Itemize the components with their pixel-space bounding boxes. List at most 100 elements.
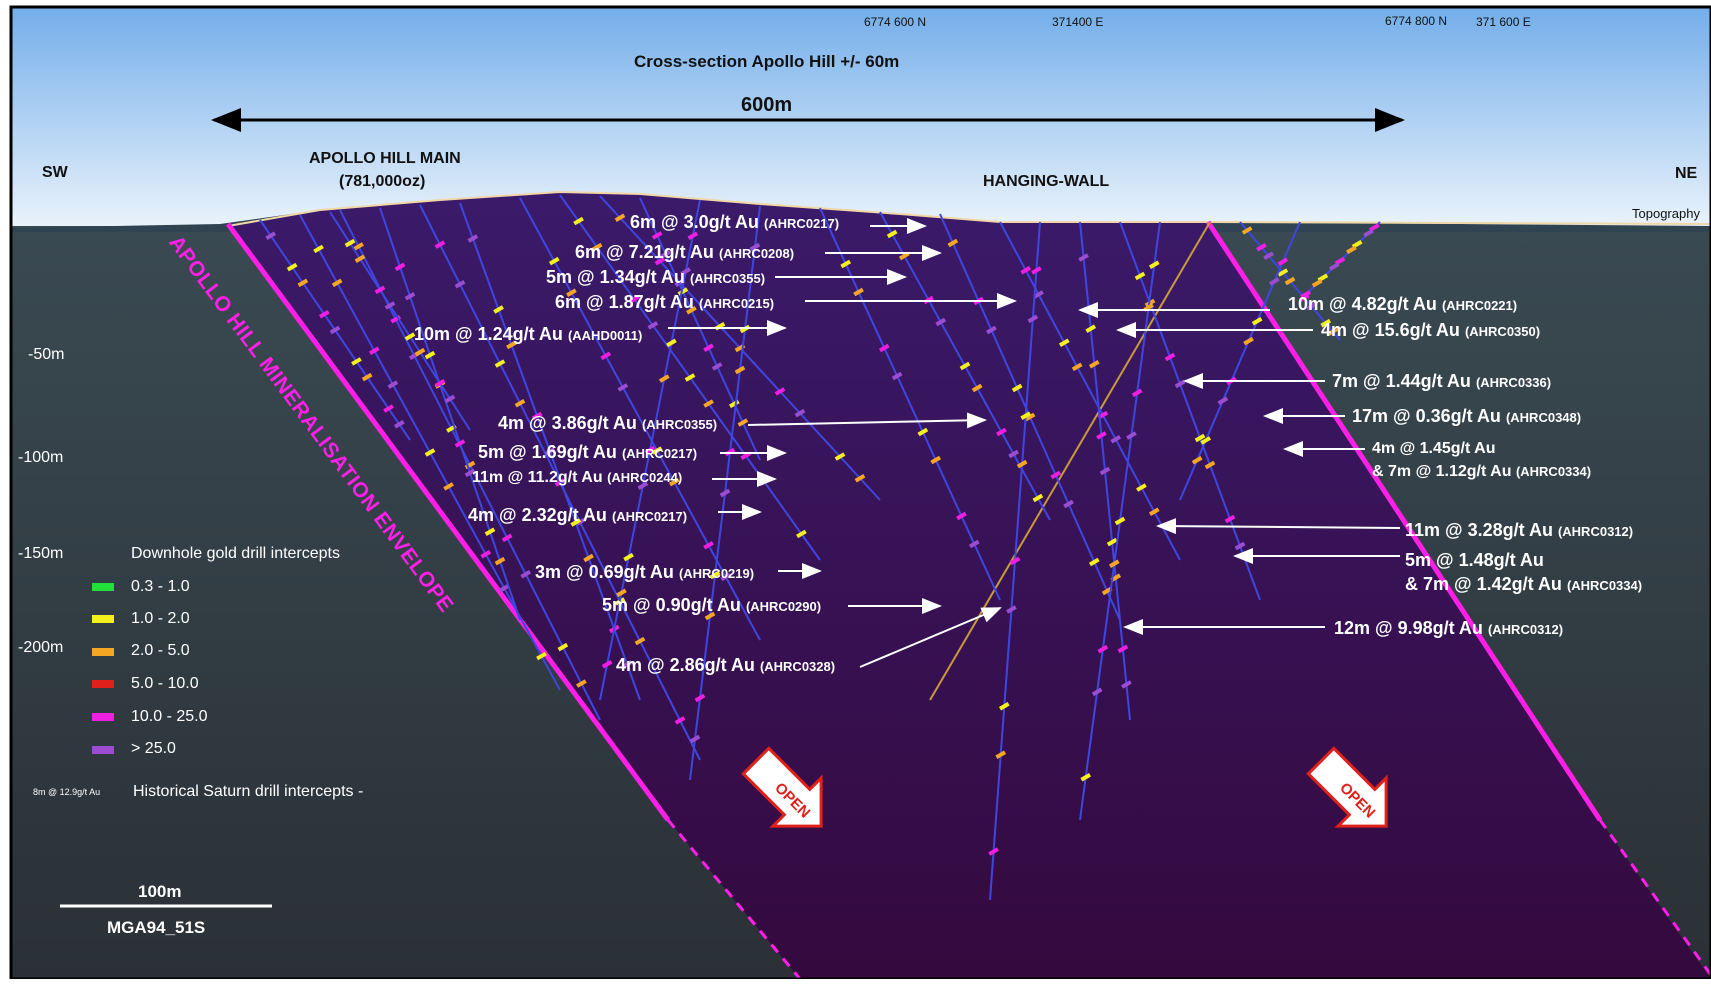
width-label: 600m	[741, 94, 793, 116]
intercept-tick	[694, 693, 706, 703]
intercept-tick	[1134, 271, 1146, 281]
intercept-tick	[265, 231, 277, 240]
intercept-tick	[1011, 383, 1023, 393]
intercept-tick	[1284, 276, 1296, 286]
intercept-tick	[393, 420, 405, 429]
intercept-tick	[1099, 466, 1111, 476]
intercept-tick	[749, 242, 761, 252]
intercept-tick	[878, 343, 890, 353]
intercept-tick	[1277, 268, 1289, 277]
intercept-tick	[1020, 411, 1032, 420]
intercept-tick	[628, 295, 640, 304]
intercept-tick	[329, 325, 341, 335]
legend-title: Downhole gold drill intercepts	[131, 545, 340, 562]
fault-line	[929, 221, 1211, 701]
drillhole-trace	[999, 221, 1181, 561]
intercept-tick	[1088, 360, 1100, 369]
intercept-tick	[424, 448, 436, 457]
intercept-tick	[1088, 557, 1100, 567]
intercept-tick	[576, 679, 587, 688]
intercept-tick	[968, 539, 980, 549]
intercept-tick	[651, 446, 663, 455]
intercept-tick	[647, 321, 659, 330]
legend-swatch	[92, 583, 114, 591]
drillhole-trace	[379, 207, 521, 621]
intercept-tick	[1008, 449, 1019, 459]
intercept-tick	[703, 343, 714, 352]
intercept-tick	[651, 231, 663, 240]
legend-label: 0.3 - 1.0	[131, 578, 190, 595]
drillhole-trace	[1179, 221, 1301, 501]
intercept-tick	[1200, 436, 1212, 445]
intercept-tick	[514, 398, 526, 408]
intercept-tick	[666, 338, 677, 348]
intercept-tick	[1320, 318, 1332, 328]
intercept-tick	[354, 254, 366, 263]
intercept-tick	[498, 583, 510, 593]
drillhole-trace	[329, 211, 471, 431]
intercept-tick	[1110, 435, 1122, 444]
intercept-tick	[1327, 327, 1339, 336]
intercept-tick	[1131, 388, 1143, 398]
intercept-tick	[506, 340, 517, 350]
intercept-tick	[674, 716, 686, 725]
intercept-tick	[383, 404, 394, 413]
intercept-tick	[623, 552, 634, 562]
drillholes	[259, 194, 1381, 901]
depth-label: -100m	[18, 449, 64, 466]
intercept-tick	[434, 379, 446, 388]
intercept-tick	[737, 418, 749, 427]
legend-swatch	[92, 615, 114, 623]
topography-label: Topography	[1632, 206, 1700, 221]
intercept-label: 10m @ 4.82g/t Au (AHRC0221)	[1288, 294, 1518, 314]
intercept-tick	[286, 262, 298, 272]
intercept-tick	[414, 347, 426, 357]
intercept-tick	[637, 481, 649, 490]
intercept-tick	[1217, 396, 1229, 405]
intercept-tick	[444, 394, 456, 404]
intercept-label: 4m @ 3.86g/t Au (AHRC0355)	[498, 413, 718, 433]
intercept-tick	[996, 427, 1007, 437]
legend-label: 1.0 - 2.0	[131, 610, 190, 627]
intercept-tick	[703, 541, 714, 550]
intercept-tick	[1300, 290, 1312, 299]
intercept-tick	[986, 325, 997, 335]
intercept-tick	[374, 285, 386, 295]
intercept-tick	[616, 588, 627, 598]
intercept-tick	[484, 527, 496, 536]
intercept-label: 7m @ 1.44g/t Au (AHRC0336)	[1332, 371, 1552, 391]
leader-arrow	[747, 412, 987, 429]
intercept-tick	[394, 262, 406, 272]
intercept-tick	[467, 234, 479, 243]
intercept-tick	[531, 411, 543, 421]
historical-label: Historical Saturn drill intercepts -	[133, 783, 364, 800]
depth-label: -50m	[28, 346, 65, 363]
intercept-tick	[634, 636, 646, 646]
intercept-tick	[353, 242, 364, 251]
intercept-tick	[1050, 470, 1062, 480]
intercept-tick	[703, 399, 714, 408]
intercept-tick	[566, 288, 577, 297]
intercept-tick	[774, 387, 786, 396]
intercept-tick	[1121, 680, 1132, 689]
intercept-tick	[570, 518, 582, 527]
sw-label: SW	[42, 164, 68, 181]
intercept-tick	[601, 660, 613, 669]
intercept-tick	[1091, 687, 1103, 697]
intercept-tick	[1031, 266, 1042, 275]
intercept-tick	[443, 482, 454, 491]
intercept-label: 5m @ 1.69g/t Au (AHRC0217)	[478, 442, 698, 462]
intercept-tick	[854, 474, 866, 483]
intercept-label: 4m @ 1.45g/t Au	[1372, 440, 1496, 457]
legend-label: 5.0 - 10.0	[131, 675, 199, 692]
legend-label: > 25.0	[131, 740, 176, 757]
intercept-tick	[480, 550, 492, 559]
drillhole-trace	[519, 197, 761, 641]
main-zone-label: APOLLO HILL MAIN	[309, 150, 461, 167]
intercept-tick	[554, 478, 566, 487]
leader-arrow	[1156, 518, 1401, 535]
intercept-tick	[1058, 338, 1070, 347]
intercept-tick	[995, 750, 1007, 759]
intercept-tick	[1096, 431, 1107, 440]
intercept-tick	[1106, 537, 1118, 547]
